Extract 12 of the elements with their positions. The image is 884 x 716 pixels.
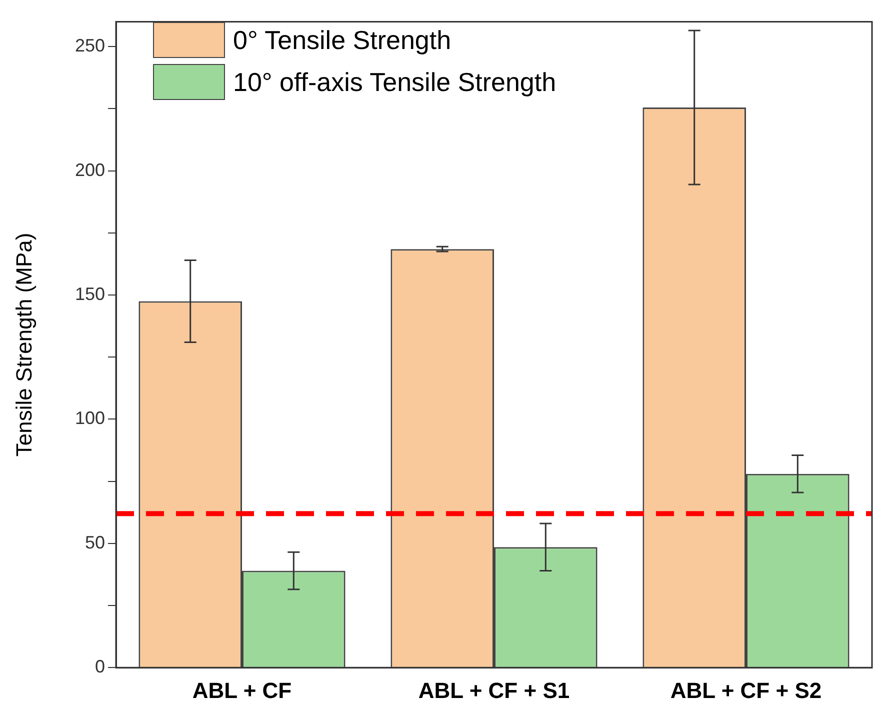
y-tick-label: 250 (74, 36, 105, 56)
x-tick-label: ABL + CF + S1 (418, 678, 570, 703)
y-tick-label: 200 (74, 160, 105, 180)
x-tick-label: ABL + CF (192, 678, 292, 703)
legend-label: 10° off-axis Tensile Strength (233, 66, 556, 98)
y-tick-label: 100 (74, 408, 105, 428)
y-tick-label: 150 (74, 284, 105, 304)
y-tick-label: 50 (84, 532, 105, 552)
y-tick-label: 0 (94, 656, 105, 677)
legend-label: 0° Tensile Strength (233, 24, 452, 56)
y-axis-title: Tensile Strength (MPa) (11, 232, 36, 457)
x-tick-label: ABL + CF + S2 (670, 678, 822, 703)
